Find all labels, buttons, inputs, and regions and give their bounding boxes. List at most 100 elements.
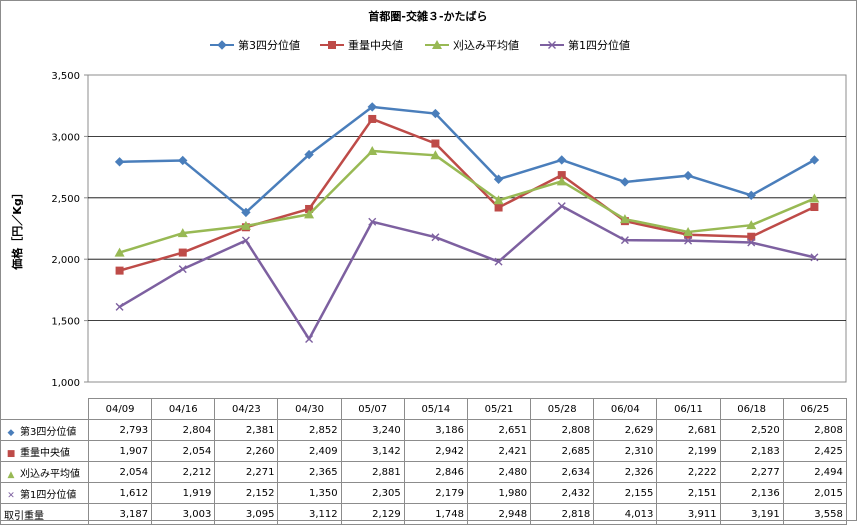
table-cell: 2,425 — [782, 440, 847, 462]
table-cell: 2,808 — [782, 419, 847, 441]
table-cell: 2,179 — [403, 482, 468, 504]
table-row-label: 取引重量 — [0, 503, 89, 525]
table-cell: 3,003 — [151, 503, 216, 525]
data-point — [240, 220, 251, 230]
table-cell: 1,980 — [466, 482, 532, 504]
data-point — [683, 226, 694, 236]
data-point — [746, 220, 757, 230]
x-tick-label: 04/23 — [214, 398, 279, 420]
data-point — [809, 193, 820, 203]
table-cell: 3,191 — [719, 503, 784, 525]
data-point — [747, 238, 756, 247]
series-line — [118, 204, 815, 341]
data-point — [556, 176, 567, 186]
table-cell: 2,365 — [277, 461, 342, 483]
data-point — [368, 114, 377, 123]
data-point — [114, 247, 125, 257]
row-label-text: 第1四分位値 — [20, 489, 77, 501]
data-point — [494, 257, 503, 266]
x-tick-label: 06/04 — [593, 398, 658, 420]
legend-marker — [328, 41, 336, 49]
data-point — [619, 214, 630, 224]
data-point — [494, 203, 503, 212]
table-row: ▲ 刈込み平均値 2,054 2,212 2,271 2,365 2,881 2,846 2,4… — [0, 461, 847, 483]
table-cell: 2,681 — [656, 419, 721, 441]
data-table: 04/09 04/16 04/23 04/30 05/07 05/14 05/21 05/28… — [0, 398, 847, 525]
table-row: ■ 重量中央値 1,907 2,054 2,260 2,409 3,142 2,942 2,42… — [0, 440, 847, 462]
table-cell: 2,277 — [719, 461, 784, 483]
table-cell: 3,112 — [277, 503, 342, 525]
table-header-row: 04/09 04/16 04/23 04/30 05/07 05/14 05/21 05/28… — [0, 398, 847, 420]
table-cell: 1,612 — [87, 482, 153, 504]
table-cell: 3,911 — [656, 503, 721, 525]
data-point — [557, 171, 566, 180]
x-tick-label: 04/16 — [151, 398, 216, 420]
table-row: ✕ 第1四分位値 1,612 1,919 2,152 1,350 2,305 2,179 1,9… — [0, 482, 847, 504]
table-cell: 3,095 — [214, 503, 279, 525]
legend-marker — [432, 40, 442, 49]
table-cell: 2,222 — [656, 461, 721, 483]
table-cell: 2,136 — [719, 482, 784, 504]
table-cell: 3,240 — [340, 419, 405, 441]
table-cell: 2,808 — [530, 419, 595, 441]
x-tick-label: 06/11 — [656, 398, 721, 420]
table-cell: 1,907 — [87, 440, 153, 462]
legend-marker — [548, 41, 556, 49]
data-point — [557, 155, 567, 165]
legend-key-icon: ◆ — [7, 427, 15, 438]
table-cell: 2,015 — [782, 482, 847, 504]
legend-label: 第3四分位値 — [238, 38, 300, 52]
legend-key-icon: ▲ — [7, 469, 15, 480]
data-point — [810, 203, 819, 212]
series-line — [119, 117, 815, 272]
table-corner — [0, 398, 89, 420]
data-point — [368, 217, 377, 226]
table-cell: 2,260 — [214, 440, 279, 462]
table-cell: 1,748 — [403, 503, 468, 525]
data-point — [115, 266, 124, 275]
table-cell: 2,151 — [656, 482, 721, 504]
table-row-label: ◆ 第3四分位値 — [0, 419, 89, 441]
x-tick-label: 04/30 — [277, 398, 342, 420]
table-cell: 2,152 — [214, 482, 279, 504]
data-point — [114, 157, 125, 167]
chart-title: 首都圏-交雑３-かたばら — [368, 9, 487, 23]
y-tick-label: 2,000 — [51, 255, 80, 266]
legend-key-icon: ✕ — [7, 490, 15, 501]
x-tick-label: 05/21 — [466, 398, 532, 420]
plot-area — [87, 74, 847, 383]
data-point — [684, 236, 693, 245]
table-cell: 2,480 — [466, 461, 532, 483]
row-label-text: 刈込み平均値 — [20, 468, 80, 480]
table-cell: 2,326 — [593, 461, 658, 483]
table-cell: 1,350 — [277, 482, 342, 504]
data-point — [620, 236, 629, 245]
data-point — [241, 207, 251, 218]
data-point — [115, 302, 124, 311]
table-cell: 2,305 — [340, 482, 405, 504]
table-cell: 2,634 — [530, 461, 595, 483]
table-cell: 2,804 — [151, 419, 216, 441]
data-point — [305, 204, 314, 213]
table-cell: 2,881 — [340, 461, 405, 483]
row-label-text: 取引重量 — [4, 510, 44, 522]
table-cell: 2,421 — [466, 440, 532, 462]
table-cell: 1,919 — [151, 482, 216, 504]
x-tick-label: 06/25 — [782, 398, 847, 420]
table-cell: 2,651 — [466, 419, 532, 441]
table-cell: 3,558 — [782, 503, 847, 525]
y-tick-label: 2,500 — [51, 194, 80, 205]
table-cell: 2,685 — [530, 440, 595, 462]
legend-label: 重量中央値 — [348, 38, 403, 52]
table-cell: 2,054 — [87, 461, 153, 483]
table-cell: 3,187 — [87, 503, 153, 525]
table-cell: 2,381 — [214, 419, 279, 441]
data-point — [431, 233, 440, 242]
legend-label: 第1四分位値 — [568, 38, 630, 52]
table-cell: 2,852 — [277, 419, 342, 441]
table-cell: 2,155 — [593, 482, 658, 504]
table-cell: 2,818 — [530, 503, 595, 525]
data-point — [304, 149, 314, 160]
data-point — [810, 253, 819, 262]
table-cell: 2,271 — [214, 461, 279, 483]
